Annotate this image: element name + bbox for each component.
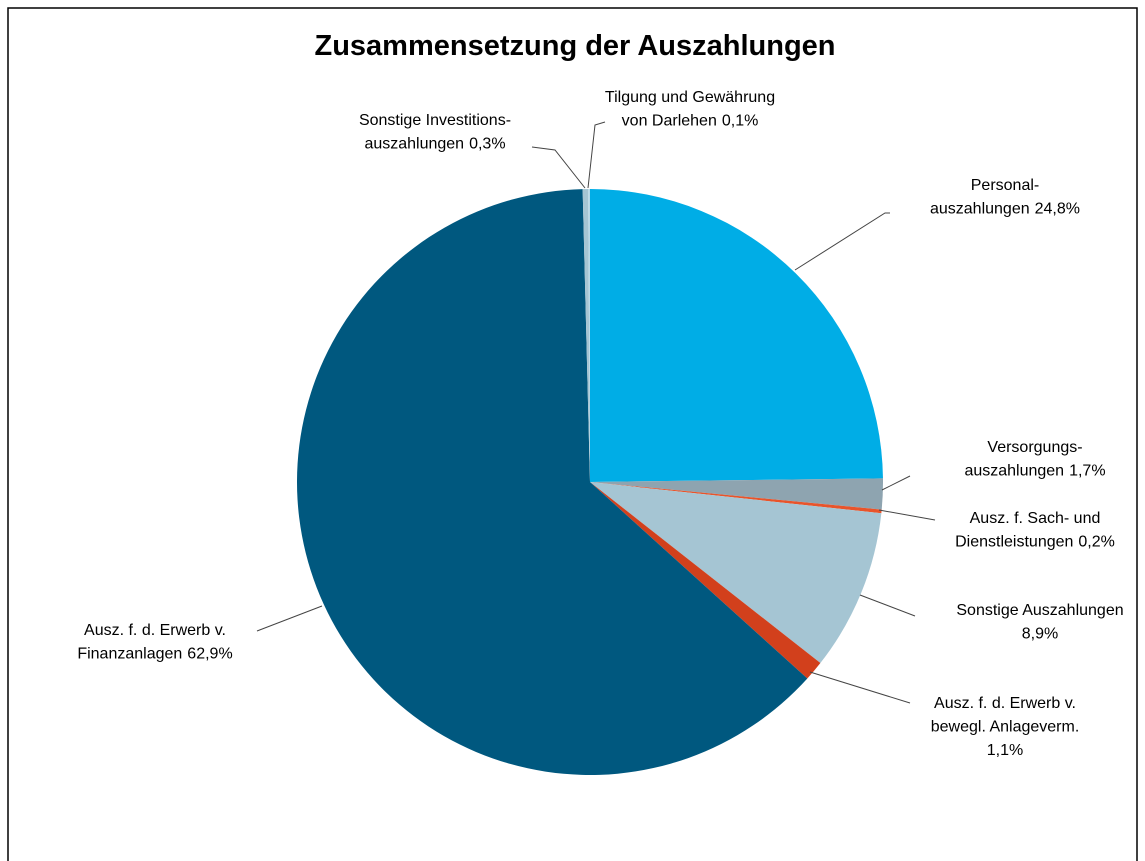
chart-title: Zusammensetzung der Auszahlungen bbox=[315, 30, 836, 62]
value-label: 0,2% bbox=[1078, 534, 1114, 551]
label-line: bewegl. Anlageverm. bbox=[931, 719, 1080, 736]
pie-slice bbox=[590, 478, 883, 510]
pie-slice bbox=[590, 482, 821, 679]
pie-slice bbox=[297, 189, 808, 775]
value-label: 24,8% bbox=[1035, 201, 1080, 218]
slice-label: Ausz. f. Sach- und Dienstleistungen 0,2% bbox=[955, 510, 1115, 551]
leader-line bbox=[881, 475, 911, 491]
label-line: auszahlungen bbox=[964, 463, 1064, 480]
value-label: 1,1% bbox=[987, 742, 1023, 759]
label-line: Sonstige Investitions- bbox=[359, 112, 511, 129]
slice-label: Ausz. f. d. Erwerb v. bewegl. Anlageverm.… bbox=[931, 695, 1080, 759]
label-line: Ausz. f. d. Erwerb v. bbox=[934, 695, 1076, 712]
value-label: 62,9% bbox=[187, 646, 232, 663]
label-line: von Darlehen bbox=[622, 113, 717, 130]
label-line: Tilgung und Gewährung bbox=[605, 89, 775, 106]
leader-line bbox=[256, 605, 323, 632]
label-line: auszahlungen bbox=[930, 201, 1030, 218]
leader-line bbox=[809, 671, 911, 704]
value-label: 0,1% bbox=[722, 113, 758, 130]
pie-slice bbox=[590, 482, 882, 664]
pie-slice bbox=[590, 482, 882, 514]
value-label: 1,7% bbox=[1069, 463, 1105, 480]
leader-line bbox=[878, 509, 936, 521]
label-line: Versorgungs- bbox=[987, 439, 1082, 456]
pie-slice bbox=[582, 189, 590, 482]
slice-label: Ausz. f. d. Erwerb v. Finanzanlagen 62,9% bbox=[77, 622, 232, 663]
pie-slice bbox=[590, 189, 883, 482]
value-label: 8,9% bbox=[1022, 626, 1058, 643]
leader-line bbox=[859, 594, 916, 617]
label-line: Sonstige Auszahlungen bbox=[956, 602, 1123, 619]
slice-label: Sonstige Investitions-auszahlungen 0,3% bbox=[359, 112, 511, 153]
label-line: Ausz. f. Sach- und bbox=[970, 510, 1101, 527]
pie-slice bbox=[588, 189, 590, 482]
leader-line bbox=[794, 212, 890, 271]
slice-label: Versorgungs-auszahlungen 1,7% bbox=[964, 439, 1105, 480]
slice-label: Tilgung und Gewährung von Darlehen 0,1% bbox=[605, 89, 775, 130]
label-line: Dienstleistungen bbox=[955, 534, 1073, 551]
leader-line bbox=[587, 121, 606, 189]
value-label: 0,3% bbox=[469, 136, 505, 153]
label-line: Ausz. f. d. Erwerb v. bbox=[84, 622, 226, 639]
label-line: Finanzanlagen bbox=[77, 646, 182, 663]
leader-line bbox=[531, 146, 586, 189]
slice-label: Sonstige Auszahlungen 8,9% bbox=[956, 602, 1123, 643]
slice-label: Personal-auszahlungen 24,8% bbox=[930, 177, 1080, 218]
label-line: auszahlungen bbox=[364, 136, 464, 153]
label-line: Personal- bbox=[971, 177, 1039, 194]
